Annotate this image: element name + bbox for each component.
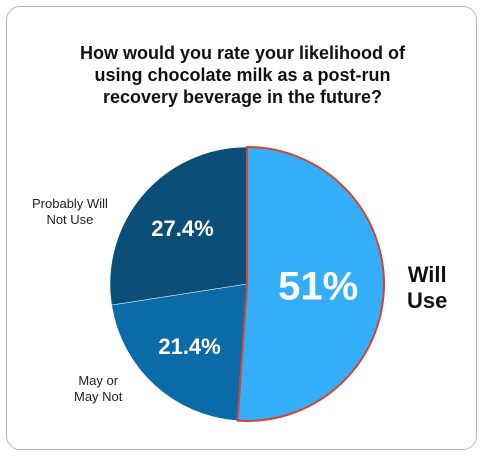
legend-probably-will-not-use: Probably Will Not Use xyxy=(32,196,108,228)
slice-value-label-probably-will-not-use: 27.4% xyxy=(151,216,213,241)
chart-title: How would you rate your likelihood of us… xyxy=(79,43,405,107)
legend-pwnu-line1: Probably Will xyxy=(32,196,108,211)
legend-will-use: Will Use xyxy=(407,262,447,314)
legend-will-use-line1: Will xyxy=(407,262,447,287)
legend-pwnu-line2: Not Use xyxy=(46,212,94,227)
legend-may-line2: May Not xyxy=(74,389,123,404)
pie-slice-will-use xyxy=(236,146,385,422)
legend-may-or-may-not: May or May Not xyxy=(74,373,122,405)
legend-will-use-line2: Use xyxy=(407,288,448,313)
slice-value-label-will-use: 51% xyxy=(278,264,358,308)
legend-may-line1: May or xyxy=(78,373,119,388)
slice-value-label-may-or-may-not: 21.4% xyxy=(158,334,220,359)
pie-slice-probably-will-not-use xyxy=(109,146,248,306)
pie-slice-may-or-may-not xyxy=(111,283,248,421)
